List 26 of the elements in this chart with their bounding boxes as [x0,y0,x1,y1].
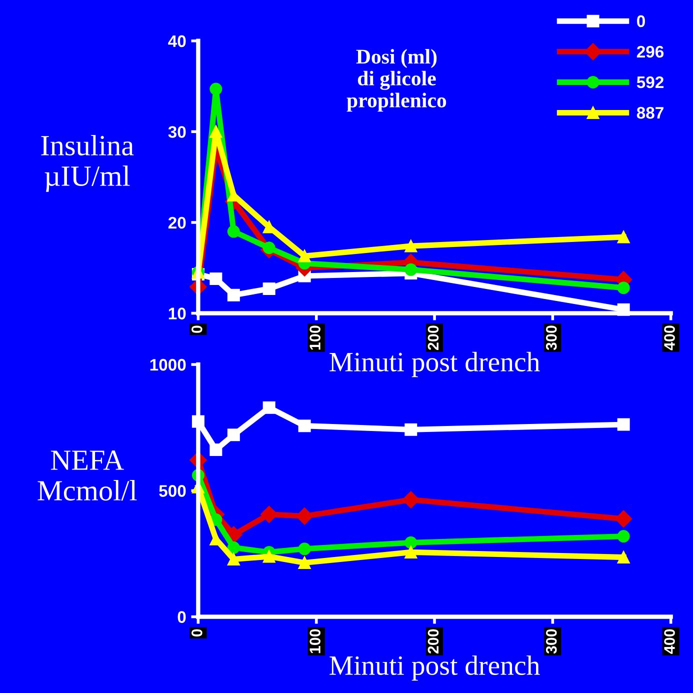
x-tick-label: 200 [428,629,439,654]
y-axis-title: Insulina µIU/ml [41,134,134,192]
x-axis-title: Minuti post drench [330,655,540,681]
legend-title: Dosi (ml) di glicole propilenico [346,49,446,112]
y-axis-title: NEFA Mcmol/l [38,450,137,501]
y-tick-label: 1000 [150,358,186,371]
y-tick-label: 0 [178,611,186,623]
legend-label: 887 [636,106,664,119]
y-tick-label: 30 [168,126,186,138]
y-tick-label: 20 [168,216,186,229]
x-tick-label: 300 [546,326,557,350]
legend-label: 296 [636,46,664,58]
x-tick-label: 100 [310,629,320,654]
x-axis-title: Minuti post drench [330,352,540,378]
x-tick-label: 0 [191,629,202,636]
x-tick-label: 100 [310,326,320,350]
x-tick-label: 400 [664,629,675,654]
legend-label: 592 [636,76,664,88]
y-tick-label: 10 [168,308,186,320]
legend-label: 0 [637,15,645,28]
x-tick-label: 200 [428,326,439,350]
y-tick-label: 40 [168,35,186,48]
x-tick-label: 0 [191,326,202,333]
x-tick-label: 400 [664,326,675,350]
x-tick-label: 300 [546,629,557,654]
y-tick-label: 500 [159,485,186,497]
